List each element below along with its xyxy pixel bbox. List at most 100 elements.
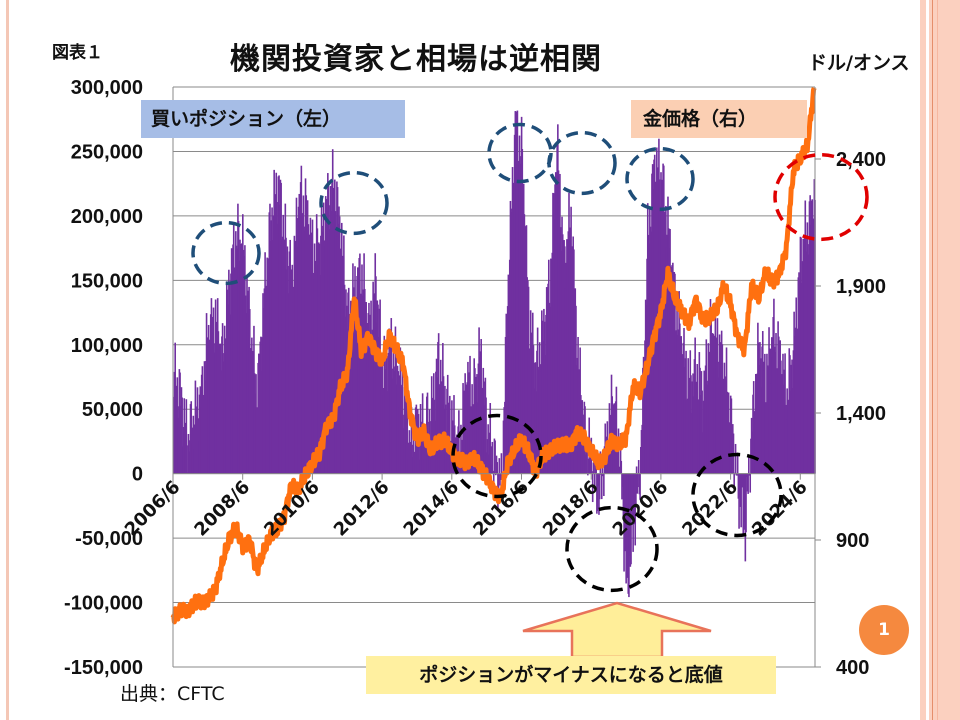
x-tick-label: 2022/6	[678, 477, 742, 541]
position-bar	[600, 473, 603, 500]
figure-label: 図表１	[52, 43, 103, 63]
left-tick-label: 150,000	[71, 270, 143, 292]
position-bar	[630, 473, 632, 565]
position-bar	[498, 458, 501, 474]
position-bar	[591, 473, 594, 503]
position-bar	[736, 452, 739, 474]
position-bar	[412, 428, 415, 474]
position-bar	[734, 443, 737, 474]
annotation-circle	[451, 413, 543, 499]
position-bar	[619, 433, 622, 474]
left-tick-label: -100,000	[64, 593, 143, 615]
position-bar	[406, 406, 409, 474]
position-bar	[492, 473, 495, 486]
position-bar	[598, 473, 601, 500]
annotation-circle	[487, 122, 553, 184]
x-tick-label: 2008/6	[190, 477, 254, 541]
position-bar	[603, 473, 605, 497]
axes	[172, 87, 821, 668]
position-bar	[192, 415, 195, 474]
position-bar	[635, 466, 638, 474]
source-note: 出典：CFTC	[120, 683, 225, 705]
position-bar	[190, 401, 193, 474]
slide-border-left	[6, 0, 9, 720]
annotation-circle	[319, 170, 389, 236]
position-bar	[593, 457, 595, 474]
position-bar	[749, 473, 752, 493]
position-bar	[496, 462, 499, 474]
position-bar	[747, 473, 749, 494]
left-tick-label: 250,000	[71, 141, 143, 163]
annotation-circle	[191, 220, 261, 286]
position-bar	[745, 473, 747, 533]
left-tick-label: 100,000	[71, 335, 143, 357]
position-bar	[620, 460, 623, 474]
right-axis-ticks: 2,400 1,900 1,400 900 400	[836, 149, 886, 679]
position-bar	[185, 399, 188, 474]
slide-border-right	[920, 0, 960, 720]
annotation-circle	[691, 452, 783, 538]
position-bar	[495, 473, 497, 476]
page-number-badge: 1	[859, 605, 909, 655]
up-arrow	[522, 601, 712, 659]
gold-price-line	[170, 87, 817, 625]
position-bar	[740, 473, 742, 528]
position-bar	[637, 460, 640, 474]
position-bar	[701, 390, 703, 474]
position-bar	[589, 446, 591, 474]
chart-title: 機関投資家と相場は逆相関	[230, 42, 602, 77]
position-bar	[497, 473, 500, 491]
position-bar	[489, 403, 492, 474]
position-bar	[458, 410, 460, 474]
legend-gold-price: 金価格（右）	[631, 100, 807, 138]
left-tick-label: -150,000	[64, 657, 143, 679]
position-bar	[500, 453, 503, 474]
position-bar	[591, 471, 593, 474]
position-bar	[460, 424, 462, 474]
callout-box: ポジションがマイナスになると底値	[366, 656, 776, 694]
position-bar	[587, 473, 589, 476]
position-bar	[586, 436, 588, 474]
annotation-circles	[191, 122, 869, 593]
annotation-circle	[565, 505, 659, 593]
position-bar	[422, 434, 425, 474]
position-bar	[408, 430, 411, 474]
position-bar	[738, 473, 740, 529]
position-bar	[637, 473, 639, 488]
left-tick-label: 300,000	[71, 77, 143, 99]
position-bar	[736, 473, 738, 476]
position-bar	[748, 456, 750, 474]
position-bar	[181, 397, 183, 474]
position-bar	[635, 473, 637, 506]
border-stripe	[926, 0, 929, 720]
gold-price-path	[170, 87, 817, 625]
left-tick-label: 50,000	[82, 399, 143, 421]
x-tick-label: 2014/6	[400, 477, 464, 541]
legend-positions: 買いポジション（左）	[141, 100, 405, 138]
left-axis-ticks: 300,000 250,000 200,000 150,000 100,000 50,00…	[64, 77, 143, 679]
right-tick-label: 900	[836, 530, 869, 552]
position-bar	[186, 445, 188, 474]
border-stripe	[932, 0, 933, 720]
position-bar	[487, 424, 489, 474]
position-bar	[491, 441, 494, 474]
position-bar	[499, 473, 502, 481]
annotation-circle	[625, 146, 695, 212]
right-tick-label: 400	[836, 657, 869, 679]
right-tick-label: 2,400	[836, 149, 886, 171]
annotation-circle	[773, 152, 869, 242]
position-bar	[601, 467, 604, 474]
position-bar	[615, 386, 618, 474]
position-bar	[730, 398, 733, 474]
left-tick-label: -50,000	[75, 528, 143, 550]
position-bar	[494, 440, 496, 474]
x-tick-label: 2012/6	[330, 477, 394, 541]
border-stripe	[937, 0, 938, 720]
position-bar	[596, 473, 599, 512]
right-tick-label: 1,400	[836, 403, 886, 425]
up-arrow-shape	[522, 601, 712, 659]
position-bar	[593, 473, 596, 486]
right-tick-label: 1,900	[836, 276, 886, 298]
left-tick-label: 200,000	[71, 206, 143, 228]
